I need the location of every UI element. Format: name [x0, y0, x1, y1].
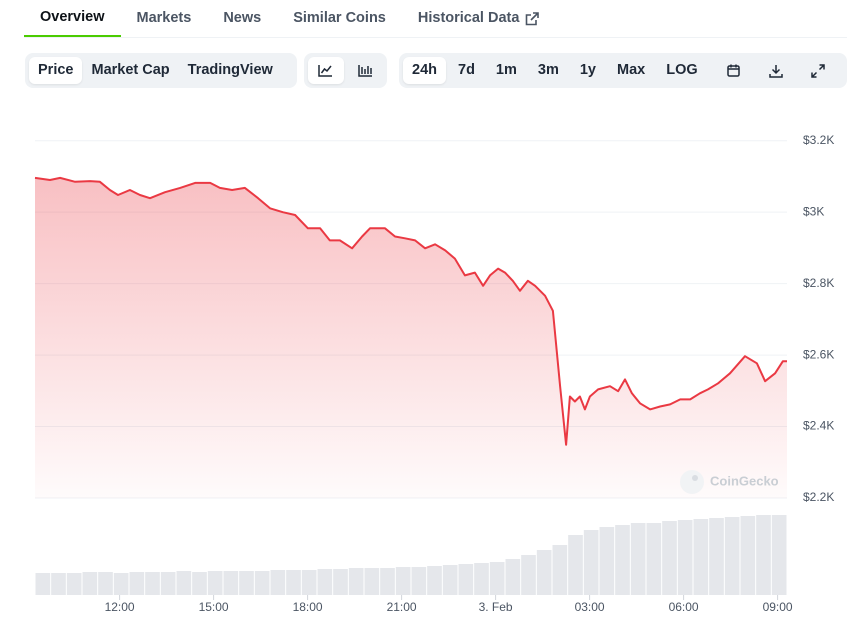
- volume-bar: [442, 565, 458, 595]
- icon: [318, 65, 333, 77]
- view-button[interactable]: Price: [29, 57, 83, 84]
- fullscreen-button[interactable]: [801, 57, 835, 84]
- y-tick-label: $2.8K: [803, 276, 834, 290]
- icon: [358, 65, 372, 77]
- volume-bar: [380, 568, 395, 595]
- calendar-button[interactable]: [717, 57, 751, 84]
- tab-bar: Overview Markets News Similar Coins Hist…: [24, 0, 847, 38]
- volume-bar: [35, 573, 51, 595]
- volume-bar: [709, 518, 724, 595]
- volume-bar: [599, 527, 615, 595]
- y-tick-label: $2.6K: [803, 347, 834, 361]
- volume-bar: [129, 572, 145, 595]
- range-button[interactable]: Max: [617, 62, 646, 78]
- chart: CoinGecko $2.2K $2.4K $2.6K $2.8K $3K $3.2K 12…: [34, 133, 834, 614]
- y-tick-label: $3K: [803, 204, 824, 218]
- range-switch: 24h 7d 1m 3m 1y Max LOG: [399, 53, 847, 88]
- volume-bar: [82, 572, 98, 595]
- volume-bar: [239, 571, 254, 595]
- volume-bar: [536, 550, 552, 595]
- volume-bar: [646, 523, 662, 595]
- watermark-text: CoinGecko: [710, 473, 779, 488]
- volume-bar: [771, 515, 787, 595]
- volume-bar: [489, 562, 505, 595]
- volume-bar: [740, 516, 756, 595]
- volume-bar: [395, 567, 411, 595]
- volume-bar: [317, 569, 333, 595]
- volume-bar: [286, 570, 301, 595]
- tab-label: Historical Data: [417, 10, 520, 26]
- volume-bar: [427, 566, 442, 595]
- external-link-icon: [526, 11, 540, 25]
- tab[interactable]: Markets: [136, 10, 192, 26]
- range-button[interactable]: 3m: [537, 62, 559, 78]
- volume-bar: [145, 572, 160, 595]
- y-tick-label: $2.2K: [803, 490, 834, 504]
- volume-bar: [333, 569, 348, 595]
- x-tick-label: 3. Feb: [479, 600, 513, 614]
- icon: [768, 64, 783, 78]
- y-tick-label: $2.4K: [803, 419, 834, 433]
- volume-bar: [568, 535, 583, 595]
- volume-bar: [51, 573, 66, 595]
- volume-bar: [98, 572, 113, 595]
- volume-bar: [724, 517, 740, 595]
- volume-bar: [223, 571, 239, 595]
- view-switch: Price Market Cap TradingView: [25, 53, 297, 88]
- range-button[interactable]: 1y: [579, 62, 596, 78]
- volume-bar: [66, 573, 82, 595]
- download-button[interactable]: [759, 57, 793, 84]
- y-tick-label: $3.2K: [803, 133, 834, 147]
- watermark: CoinGecko: [680, 470, 779, 494]
- volume-bar: [411, 567, 427, 595]
- range-button[interactable]: 7d: [458, 62, 475, 78]
- x-tick-label: 21:00: [387, 600, 417, 614]
- volume-bar: [583, 530, 599, 595]
- range-button[interactable]: 24h: [403, 57, 446, 84]
- volume-bar: [113, 573, 129, 595]
- volume-bar: [270, 570, 286, 595]
- x-tick-label: 12:00: [105, 600, 135, 614]
- volume-bar: [301, 570, 317, 595]
- volume-bar: [474, 563, 489, 595]
- x-tick-label: 09:00: [763, 600, 793, 614]
- log-button[interactable]: LOG: [666, 62, 698, 78]
- volume-bar: [693, 519, 709, 595]
- x-tick-label: 06:00: [669, 600, 699, 614]
- view-button[interactable]: TradingView: [187, 62, 273, 78]
- x-tick-label: 15:00: [199, 600, 229, 614]
- volume-bar: [192, 572, 207, 595]
- tab[interactable]: Overview: [24, 0, 121, 37]
- line-chart-button[interactable]: [308, 57, 344, 84]
- x-tick-label: 18:00: [293, 600, 323, 614]
- volume-bar: [521, 555, 536, 595]
- candle-chart-button[interactable]: [348, 57, 384, 84]
- volume-bar: [364, 568, 380, 595]
- volume-bar: [677, 520, 693, 595]
- range-button[interactable]: 1m: [495, 62, 517, 78]
- volume-bar: [552, 545, 568, 595]
- chart-style-switch: [304, 53, 387, 88]
- tab[interactable]: Historical Data: [418, 0, 540, 37]
- tab[interactable]: News: [223, 10, 262, 26]
- volume-bar: [662, 521, 677, 595]
- icon: [727, 64, 740, 77]
- volume-bar: [348, 568, 364, 595]
- volume-bar: [505, 559, 521, 595]
- volume-bar: [254, 571, 270, 595]
- volume-bar: [160, 572, 176, 595]
- volume-bar: [207, 571, 223, 595]
- view-button[interactable]: Market Cap: [91, 62, 170, 78]
- volume-bar: [630, 523, 646, 595]
- icon: [810, 63, 825, 78]
- price-line: [34, 176, 787, 446]
- x-tick-label: 03:00: [575, 600, 605, 614]
- volume-bar: [615, 525, 630, 595]
- volume-bar: [458, 564, 474, 595]
- volume-bar: [176, 571, 192, 595]
- tab[interactable]: Similar Coins: [293, 10, 386, 26]
- volume-bar: [756, 515, 771, 595]
- price-area: [35, 177, 787, 498]
